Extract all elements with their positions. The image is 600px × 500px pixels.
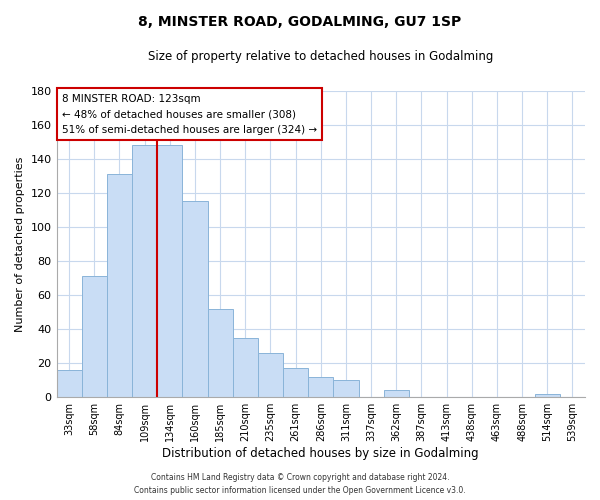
Title: Size of property relative to detached houses in Godalming: Size of property relative to detached ho… bbox=[148, 50, 493, 63]
Bar bbox=[208, 308, 233, 397]
Bar bbox=[535, 394, 560, 397]
Bar bbox=[56, 370, 82, 397]
Bar bbox=[182, 202, 208, 397]
Bar bbox=[157, 145, 182, 397]
Bar bbox=[283, 368, 308, 397]
Bar bbox=[334, 380, 359, 397]
Bar bbox=[233, 338, 258, 397]
Text: Contains HM Land Registry data © Crown copyright and database right 2024.
Contai: Contains HM Land Registry data © Crown c… bbox=[134, 474, 466, 495]
Y-axis label: Number of detached properties: Number of detached properties bbox=[15, 156, 25, 332]
Bar bbox=[132, 145, 157, 397]
Text: 8, MINSTER ROAD, GODALMING, GU7 1SP: 8, MINSTER ROAD, GODALMING, GU7 1SP bbox=[139, 15, 461, 29]
Bar bbox=[107, 174, 132, 397]
Text: 8 MINSTER ROAD: 123sqm
← 48% of detached houses are smaller (308)
51% of semi-de: 8 MINSTER ROAD: 123sqm ← 48% of detached… bbox=[62, 94, 317, 135]
Bar bbox=[82, 276, 107, 397]
Bar bbox=[308, 377, 334, 397]
Bar bbox=[258, 353, 283, 397]
Bar bbox=[383, 390, 409, 397]
X-axis label: Distribution of detached houses by size in Godalming: Distribution of detached houses by size … bbox=[163, 447, 479, 460]
